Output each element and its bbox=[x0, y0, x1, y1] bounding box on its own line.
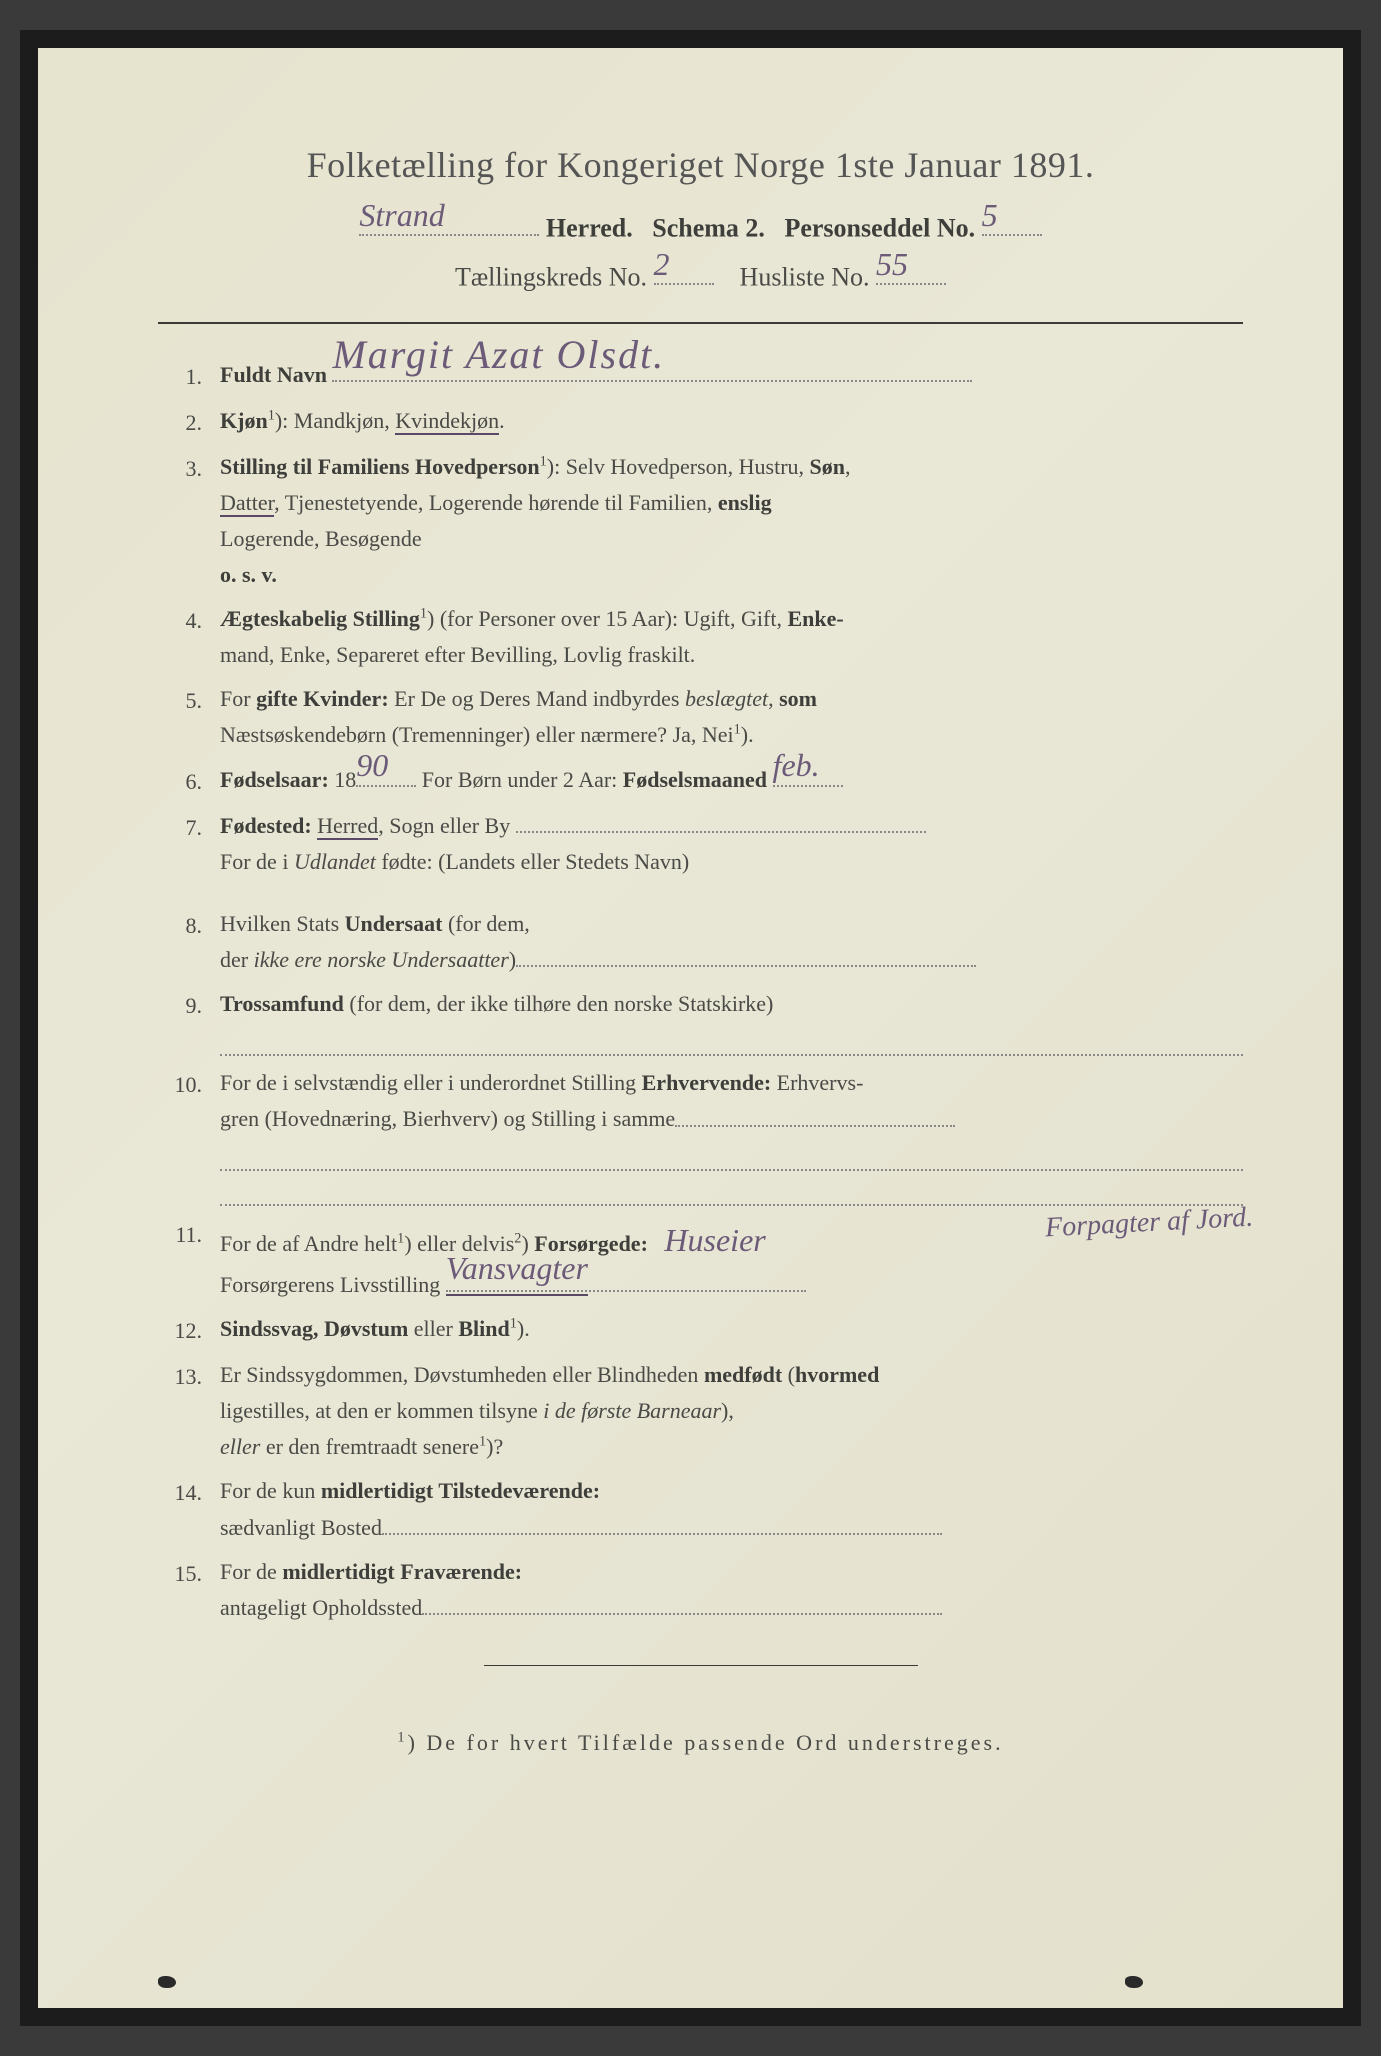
kreds-label: Tællingskreds No. bbox=[455, 262, 647, 291]
field-label: Ægteskabelig Stilling bbox=[220, 606, 420, 631]
field-label: midlertidigt Fraværende: bbox=[282, 1559, 522, 1584]
item-9: 9. Trossamfund (for dem, der ikke tilhør… bbox=[158, 987, 1243, 1056]
item-num: 13. bbox=[158, 1358, 202, 1394]
field-label: Fuldt Navn bbox=[220, 362, 327, 387]
form-header: Folketælling for Kongeriget Norge 1ste J… bbox=[158, 138, 1243, 298]
field-label: midlertidigt Tilstedeværende: bbox=[321, 1478, 600, 1503]
datter-underlined: Datter bbox=[220, 490, 274, 517]
field-label: gifte Kvinder: bbox=[256, 686, 389, 711]
form-title: Folketælling for Kongeriget Norge 1ste J… bbox=[158, 138, 1243, 194]
item-7: 7. Fødested: Herred, Sogn eller By For d… bbox=[158, 809, 1243, 879]
schema-label: Schema 2. bbox=[652, 213, 765, 242]
divider-top bbox=[158, 322, 1243, 324]
personseddel-label: Personseddel No. bbox=[784, 213, 975, 242]
paper-tear-icon bbox=[158, 1976, 176, 1988]
kvindekjon-underlined: Kvindekjøn bbox=[395, 408, 499, 435]
herred-handwritten: Strand bbox=[359, 191, 444, 241]
item-4: 4. Ægteskabelig Stilling1) (for Personer… bbox=[158, 602, 1243, 672]
item-8: 8. Hvilken Stats Undersaat (for dem, der… bbox=[158, 907, 1243, 977]
census-form-page: Folketælling for Kongeriget Norge 1ste J… bbox=[38, 48, 1343, 2008]
item-num: 14. bbox=[158, 1474, 202, 1510]
item-num: 4. bbox=[158, 602, 202, 638]
field-label: Fødselsaar: bbox=[220, 767, 329, 792]
field-label: Erhvervende: bbox=[642, 1070, 772, 1095]
item-num: 6. bbox=[158, 763, 202, 799]
item-num: 8. bbox=[158, 907, 202, 943]
birthyear-hw: 90 bbox=[356, 741, 388, 791]
item-num: 11. bbox=[158, 1216, 202, 1252]
paper-tear-icon bbox=[1125, 1976, 1143, 1988]
scan-frame: Folketælling for Kongeriget Norge 1ste J… bbox=[20, 30, 1361, 2026]
divider-footnote bbox=[484, 1665, 918, 1666]
item-num: 9. bbox=[158, 987, 202, 1023]
field-label: Stilling til Familiens Hovedperson bbox=[220, 454, 540, 479]
livsstilling-hw: Vansvagter bbox=[446, 1244, 588, 1296]
item-num: 15. bbox=[158, 1555, 202, 1591]
field-label: Trossamfund bbox=[220, 991, 344, 1016]
item-13: 13. Er Sindssygdommen, Døvstumheden elle… bbox=[158, 1358, 1243, 1464]
footnote: 1) De for hvert Tilfælde passende Ord un… bbox=[158, 1726, 1243, 1760]
fuldt-navn-hw: Margit Azat Olsdt. bbox=[332, 324, 665, 386]
field-label: Fødested: bbox=[220, 813, 312, 838]
item-11: 11. For de af Andre helt1) eller delvis2… bbox=[158, 1216, 1243, 1302]
item-10: 10. For de i selvstændig eller i underor… bbox=[158, 1066, 1243, 1206]
header-line-2: Strand Herred. Schema 2. Personseddel No… bbox=[158, 208, 1243, 249]
item-num: 10. bbox=[158, 1066, 202, 1102]
birthmonth-hw: feb. bbox=[773, 741, 820, 791]
herred-underlined: Herred bbox=[317, 813, 378, 840]
item-num: 12. bbox=[158, 1312, 202, 1348]
form-items: 1. Fuldt Navn Margit Azat Olsdt. 2. Kjøn… bbox=[158, 358, 1243, 1626]
herred-label: Herred. bbox=[546, 213, 633, 242]
item-6: 6. Fødselsaar: 1890 For Børn under 2 Aar… bbox=[158, 763, 1243, 799]
field-label: Undersaat bbox=[345, 911, 443, 936]
husliste-label: Husliste No. bbox=[740, 262, 870, 291]
item-12: 12. Sindssvag, Døvstum eller Blind1). bbox=[158, 1312, 1243, 1348]
item-2: 2. Kjøn1): Mandkjøn, Kvindekjøn. bbox=[158, 404, 1243, 440]
kreds-no: 2 bbox=[654, 240, 670, 290]
item-14: 14. For de kun midlertidigt Tilstedevære… bbox=[158, 1474, 1243, 1544]
field-label: Sindssvag, Døvstum bbox=[220, 1316, 408, 1341]
margin-note-hw: Forpagter af Jord. bbox=[1044, 1201, 1254, 1245]
item-15: 15. For de midlertidigt Fraværende: anta… bbox=[158, 1555, 1243, 1625]
item-num: 1. bbox=[158, 358, 202, 394]
item-num: 7. bbox=[158, 809, 202, 845]
field-label: Kjøn bbox=[220, 408, 268, 433]
item-num: 5. bbox=[158, 682, 202, 718]
item-5: 5. For gifte Kvinder: Er De og Deres Man… bbox=[158, 682, 1243, 752]
husliste-no: 55 bbox=[876, 240, 908, 290]
header-line-3: Tællingskreds No. 2 Husliste No. 55 bbox=[158, 257, 1243, 298]
forsorgede-hw-1: Huseier bbox=[664, 1216, 765, 1266]
item-num: 3. bbox=[158, 450, 202, 486]
item-num: 2. bbox=[158, 404, 202, 440]
personseddel-no: 5 bbox=[982, 191, 998, 241]
item-1: 1. Fuldt Navn Margit Azat Olsdt. bbox=[158, 358, 1243, 394]
item-3: 3. Stilling til Familiens Hovedperson1):… bbox=[158, 450, 1243, 592]
